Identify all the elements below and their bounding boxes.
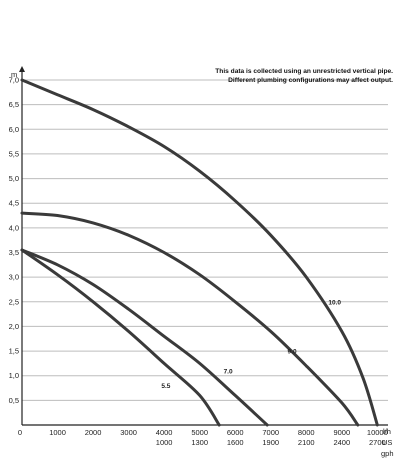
- x-tick-label-lph: 1000: [49, 428, 66, 437]
- x-tick-label-lph: 5000: [191, 428, 208, 437]
- y-tick-label: 5,0: [9, 174, 19, 183]
- x-tick-label-lph: 3000: [120, 428, 137, 437]
- y-tick-label: 2,5: [9, 297, 19, 306]
- y-tick-label: 6,5: [9, 100, 19, 109]
- x-axis-unit-lph: l/h: [383, 427, 391, 436]
- y-tick-labels: 0,5 1,0 1,5 2,0 2,5 3,0 3,5 4,0 4,5 5,0 5,5 6,0 6,5 7…: [9, 76, 19, 405]
- x-tick-label-gph: 1300: [191, 438, 208, 447]
- performance-curves: [20, 78, 379, 427]
- x-tick-label-lph: 2000: [85, 428, 102, 437]
- curve-label-10-0: 10.0: [328, 299, 341, 306]
- x-axis-unit-us: US: [382, 438, 392, 447]
- y-tick-label: 5,5: [9, 149, 19, 158]
- x-axis-unit-gph: gph: [381, 449, 394, 458]
- x-tick-label-lph: 7000: [262, 428, 279, 437]
- y-tick-label: 2,0: [9, 322, 19, 331]
- x-tick-label-gph: 1900: [262, 438, 279, 447]
- x-tick-label-gph: 2400: [333, 438, 350, 447]
- y-tick-label: 3,0: [9, 273, 19, 282]
- y-tick-label: 7,0: [9, 76, 19, 85]
- x-tick-label-lph: 9000: [333, 428, 350, 437]
- curve-label-5-5: 5.5: [161, 383, 170, 390]
- curve-label-7-0: 7.0: [224, 368, 233, 375]
- y-tick-label: 3,5: [9, 248, 19, 257]
- chart-note-line-2: Different plumbing configurations may af…: [228, 77, 393, 84]
- curve-labels: 5.5 7.0 9.0 10.0: [161, 299, 341, 390]
- x-tick-labels: 0 1000 2000 3000 4000 5000 6000 7000 8000 9000 100…: [18, 428, 388, 447]
- x-tick-label-lph: 10000: [367, 428, 388, 437]
- y-tick-label: 0,5: [9, 396, 19, 405]
- x-tick-label-lph: 8000: [298, 428, 315, 437]
- x-tick-label-gph: 1000: [156, 438, 173, 447]
- x-tick-label-lph: 4000: [156, 428, 173, 437]
- y-tick-label: 6,0: [9, 125, 19, 134]
- x-tick-label-gph: 2700: [369, 438, 386, 447]
- curve-9-0: [20, 211, 360, 427]
- x-tick-label-lph: 0: [18, 428, 22, 437]
- x-tick-label-gph: 1600: [227, 438, 244, 447]
- chart-note-line-1: This data is collected using an unrestri…: [215, 68, 393, 75]
- x-tick-label-gph: 2100: [298, 438, 315, 447]
- curve-5-5: [20, 248, 221, 427]
- y-tick-label: 4,0: [9, 223, 19, 232]
- y-tick-label: 1,0: [9, 371, 19, 380]
- curve-7-0: [20, 248, 269, 427]
- y-axis-unit: m: [11, 70, 17, 79]
- axes: [19, 66, 388, 426]
- curve-10-0: [20, 78, 379, 427]
- y-tick-label: 1,5: [9, 347, 19, 356]
- grid-lines: [22, 79, 388, 401]
- y-axis-arrow: [19, 66, 25, 72]
- y-tick-label: 4,5: [9, 199, 19, 208]
- curve-label-9-0: 9.0: [288, 349, 297, 356]
- x-tick-label-lph: 6000: [227, 428, 244, 437]
